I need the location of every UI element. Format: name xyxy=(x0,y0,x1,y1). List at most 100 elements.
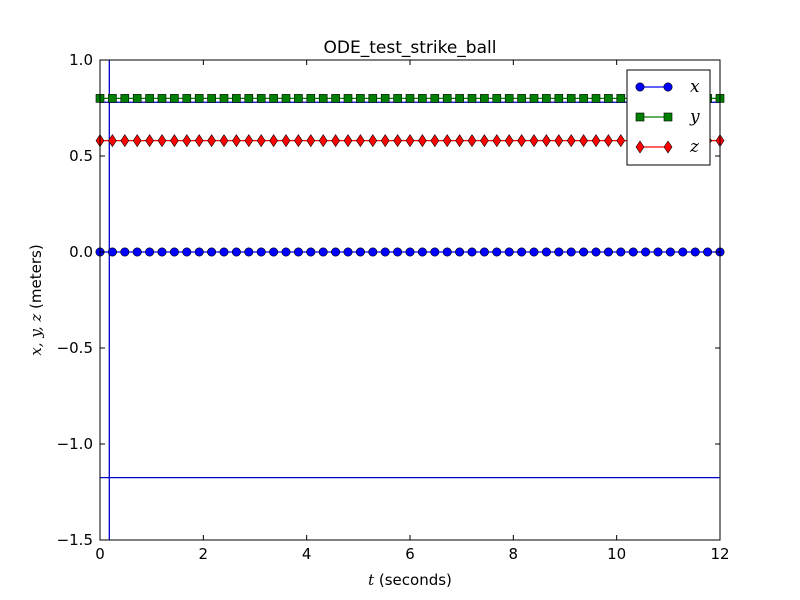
y-tick-label: −1.0 xyxy=(57,435,93,453)
legend-label-x: x xyxy=(690,77,700,97)
series-y-point-29 xyxy=(455,94,464,103)
legend-entry-x: x xyxy=(635,77,700,97)
series-z-point-29 xyxy=(455,134,464,148)
x-tick-label: 2 xyxy=(199,545,209,563)
legend-marker-y-end xyxy=(663,112,673,122)
series-y-point-14 xyxy=(269,94,278,103)
series-x-point-16 xyxy=(293,247,303,257)
series-x-point-19 xyxy=(331,247,341,257)
series-z-point-25 xyxy=(405,134,415,148)
legend-marker-x-end xyxy=(663,82,673,92)
series-y-point-31 xyxy=(480,94,489,103)
series-y-point-16 xyxy=(294,94,303,103)
series-y-point-1 xyxy=(108,94,117,103)
series-y-point-37 xyxy=(554,94,564,103)
series-y-point-9 xyxy=(207,94,216,103)
series-x-point-2 xyxy=(120,247,130,257)
series-z-point-12 xyxy=(244,134,254,148)
series-y-point-5 xyxy=(157,94,167,103)
x-tick-label: 0 xyxy=(95,545,105,563)
series-x-point-21 xyxy=(355,247,365,257)
series-z-point-37 xyxy=(554,134,564,148)
series-y-point-8 xyxy=(194,94,204,103)
series-z-point-42 xyxy=(616,134,626,148)
series-x-point-8 xyxy=(194,247,204,257)
series-z-point-20 xyxy=(343,134,353,148)
series-y-point-20 xyxy=(343,94,353,103)
chart-title: ODE_test_strike_ball xyxy=(324,38,497,58)
series-z-point-32 xyxy=(492,134,502,148)
series-z-point-35 xyxy=(529,134,539,148)
y-axis-unit: (meters) xyxy=(27,244,45,313)
series-z-point-15 xyxy=(281,134,291,148)
series-y-point-35 xyxy=(529,94,539,103)
series-z-point-27 xyxy=(430,134,440,148)
y-tick-label: 0.0 xyxy=(69,243,93,261)
series-x-point-48 xyxy=(690,247,700,257)
legend-marker-z-end xyxy=(663,140,673,154)
series-x-point-1 xyxy=(107,247,117,257)
x-tick-label: 8 xyxy=(509,545,519,563)
series-y-point-7 xyxy=(182,94,192,103)
series-z-point-38 xyxy=(566,134,576,148)
series-x xyxy=(95,247,725,257)
x-tick-label: 6 xyxy=(405,545,415,563)
y-tick-label: −1.5 xyxy=(57,531,93,549)
series-x-point-14 xyxy=(269,247,279,257)
series-x-point-41 xyxy=(603,247,613,257)
series-x-point-7 xyxy=(182,247,192,257)
legend-entry-y: y xyxy=(635,107,700,127)
series-x-point-11 xyxy=(231,247,241,257)
series-x-point-37 xyxy=(554,247,564,257)
series-z-point-41 xyxy=(604,134,613,148)
series-z-point-23 xyxy=(380,134,390,148)
series-x-point-10 xyxy=(219,247,229,257)
x-axis-ticks: 0 2 4 6 8 10 12 xyxy=(95,60,730,563)
series-x-point-43 xyxy=(628,247,638,257)
series-y-point-38 xyxy=(566,94,576,103)
series-z-point-39 xyxy=(579,134,588,148)
series-x-point-42 xyxy=(616,247,626,257)
series-y-point-23 xyxy=(380,94,390,103)
y-tick-label: 0.5 xyxy=(69,147,93,165)
series-y-point-32 xyxy=(492,94,502,103)
series-y-point-41 xyxy=(604,94,613,103)
series-x-point-26 xyxy=(417,247,427,257)
series-y-point-10 xyxy=(219,94,229,103)
series-y-point-13 xyxy=(256,94,266,103)
series-x-point-30 xyxy=(467,247,477,257)
series-z-point-4 xyxy=(145,134,154,148)
series-y-point-15 xyxy=(281,94,291,103)
series-x-point-36 xyxy=(541,247,551,257)
series-x-point-39 xyxy=(579,247,589,257)
series-y-point-6 xyxy=(170,94,179,103)
series-y-point-33 xyxy=(504,94,514,103)
x-axis-label: t (seconds) xyxy=(368,571,452,589)
series-x-point-34 xyxy=(517,247,527,257)
series-z-point-2 xyxy=(120,134,130,148)
series-y-point-22 xyxy=(368,94,378,103)
series-x-point-29 xyxy=(455,247,465,257)
series-x-point-25 xyxy=(405,247,415,257)
series-z-point-31 xyxy=(480,134,489,148)
series-z-point-19 xyxy=(331,134,340,148)
series-z-point-8 xyxy=(194,134,204,148)
x-axis-variable: t xyxy=(368,571,375,589)
series-z-point-11 xyxy=(232,134,241,148)
series-x-point-22 xyxy=(368,247,378,257)
series-y-point-34 xyxy=(517,94,526,103)
series-x-point-13 xyxy=(256,247,266,257)
series-x-point-32 xyxy=(492,247,502,257)
series-z-point-26 xyxy=(418,134,427,148)
series-x-point-35 xyxy=(529,247,539,257)
series-y-point-25 xyxy=(405,94,415,103)
series-x-point-46 xyxy=(665,247,675,257)
x-tick-label: 4 xyxy=(302,545,312,563)
series-y-point-24 xyxy=(393,94,402,103)
series-x-point-31 xyxy=(479,247,489,257)
series-z-point-13 xyxy=(256,134,266,148)
series-x-point-49 xyxy=(703,247,713,257)
series-x-point-27 xyxy=(430,247,440,257)
series-x-point-20 xyxy=(343,247,353,257)
